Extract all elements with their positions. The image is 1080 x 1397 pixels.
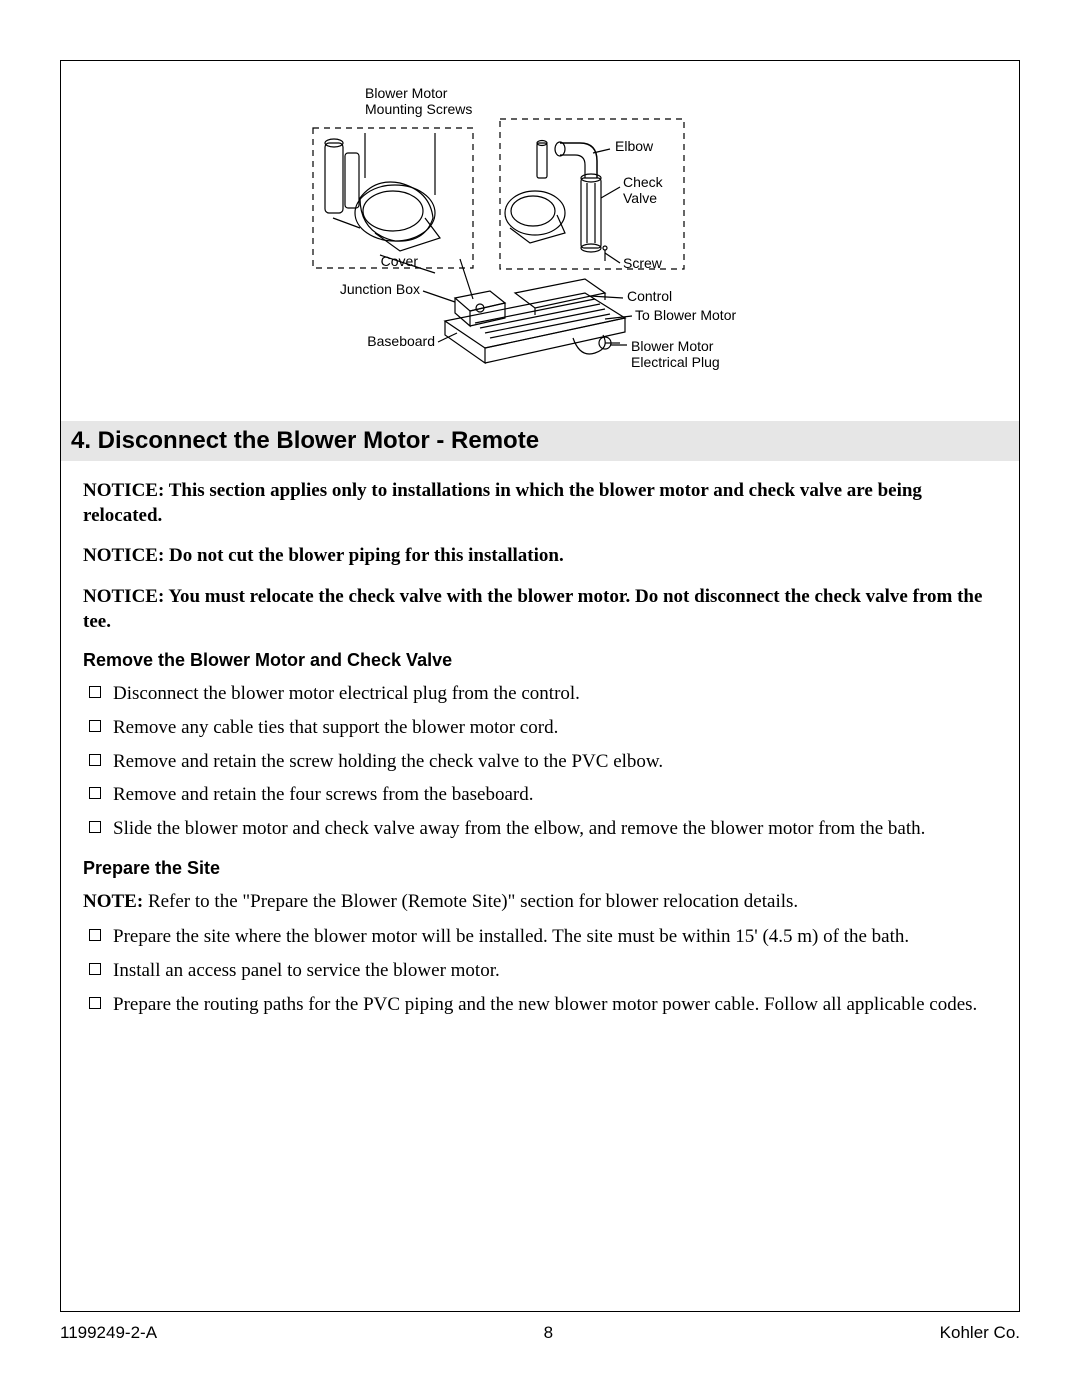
list-item: Remove and retain the screw holding the … bbox=[83, 749, 997, 775]
note-prepare: NOTE: Refer to the "Prepare the Blower (… bbox=[83, 889, 997, 915]
label-bm-screws-2: Mounting Screws bbox=[365, 101, 472, 117]
subheading-prepare: Prepare the Site bbox=[83, 858, 997, 879]
label-bm-screws-1: Blower Motor bbox=[365, 85, 448, 101]
list-item: Remove and retain the four screws from t… bbox=[83, 782, 997, 808]
checklist-remove: Disconnect the blower motor electrical p… bbox=[83, 681, 997, 841]
list-item: Disconnect the blower motor electrical p… bbox=[83, 681, 997, 707]
page-content: Blower Motor Mounting Screws Elbow Check… bbox=[61, 61, 1019, 1017]
subheading-remove: Remove the Blower Motor and Check Valve bbox=[83, 650, 997, 671]
page-border: Blower Motor Mounting Screws Elbow Check… bbox=[60, 60, 1020, 1312]
label-junction-box: Junction Box bbox=[340, 281, 420, 297]
blower-motor-diagram: Blower Motor Mounting Screws Elbow Check… bbox=[305, 83, 775, 403]
label-check-1: Check bbox=[623, 174, 664, 190]
list-item: Prepare the routing paths for the PVC pi… bbox=[83, 992, 997, 1018]
page-footer: 1199249-2-A 8 Kohler Co. bbox=[60, 1323, 1020, 1343]
label-screw: Screw bbox=[623, 255, 663, 271]
label-bm-ep-1: Blower Motor bbox=[631, 338, 714, 354]
section-heading: 4. Disconnect the Blower Motor - Remote bbox=[61, 421, 1019, 461]
label-baseboard: Baseboard bbox=[367, 333, 435, 349]
footer-page-number: 8 bbox=[544, 1323, 553, 1343]
list-item: Remove any cable ties that support the b… bbox=[83, 715, 997, 741]
list-item: Install an access panel to service the b… bbox=[83, 958, 997, 984]
label-elbow: Elbow bbox=[615, 138, 654, 154]
label-control: Control bbox=[627, 288, 672, 304]
notice-1-lead: NOTICE: bbox=[83, 480, 164, 501]
list-item: Slide the blower motor and check valve a… bbox=[83, 816, 997, 842]
notice-2-text: Do not cut the blower piping for this in… bbox=[169, 545, 564, 566]
label-to-blower-motor: To Blower Motor bbox=[635, 307, 736, 323]
note-lead: NOTE: bbox=[83, 891, 143, 912]
notice-3-text: You must relocate the check valve with t… bbox=[83, 586, 982, 632]
notice-1-text: This section applies only to installatio… bbox=[83, 480, 922, 526]
footer-doc-id: 1199249-2-A bbox=[60, 1323, 157, 1343]
footer-company: Kohler Co. bbox=[940, 1323, 1020, 1343]
label-cover: Cover bbox=[381, 253, 419, 269]
notice-3: NOTICE: You must relocate the check valv… bbox=[83, 585, 997, 634]
diagram-container: Blower Motor Mounting Screws Elbow Check… bbox=[83, 83, 997, 403]
list-item: Prepare the site where the blower motor … bbox=[83, 924, 997, 950]
label-check-2: Valve bbox=[623, 190, 657, 206]
checklist-prepare: Prepare the site where the blower motor … bbox=[83, 924, 997, 1017]
notice-2-lead: NOTICE: bbox=[83, 545, 164, 566]
label-bm-ep-2: Electrical Plug bbox=[631, 354, 720, 370]
notice-1: NOTICE: This section applies only to ins… bbox=[83, 479, 997, 528]
notice-3-lead: NOTICE: bbox=[83, 586, 164, 607]
note-text: Refer to the "Prepare the Blower (Remote… bbox=[148, 891, 798, 912]
notice-2: NOTICE: Do not cut the blower piping for… bbox=[83, 544, 997, 569]
